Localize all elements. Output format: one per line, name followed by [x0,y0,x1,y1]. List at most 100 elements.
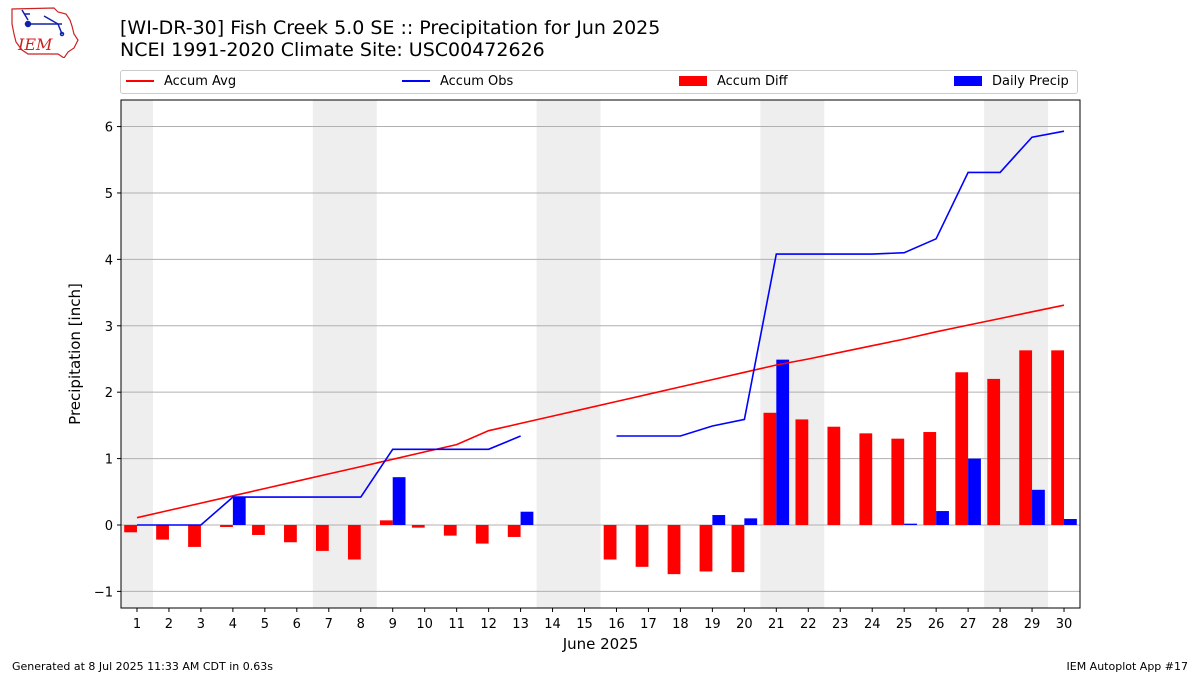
accum-diff-bar [315,524,329,551]
weekend-band [121,100,153,608]
daily-precip-bar [1064,519,1077,525]
x-tick-label: 4 [229,617,237,632]
y-tick-label: 0 [105,519,113,534]
accum-diff-bar [443,524,457,536]
footer-app: IEM Autoplot App #17 [1066,660,1189,673]
accum-diff-bar [827,426,841,525]
plot-frame [120,99,1081,609]
legend-label-accum-obs: Accum Obs [440,74,514,89]
bars [124,350,1077,575]
legend-label-accum-avg: Accum Avg [164,74,237,89]
y-axis-label: Precipitation [inch] [66,283,84,425]
daily-precip-bar [968,458,981,525]
chart-title: [WI-DR-30] Fish Creek 5.0 SE :: Precipit… [120,17,660,61]
legend-label-accum-diff: Accum Diff [717,74,788,89]
y-tick-label: 4 [105,253,113,268]
chart-title-line1: [WI-DR-30] Fish Creek 5.0 SE :: Precipit… [120,17,661,39]
accum-diff-bar [411,524,425,528]
accum-diff-bar [284,524,297,543]
x-tick-label: 3 [197,617,205,632]
daily-precip-bar [744,518,758,525]
x-tick-label: 20 [736,617,753,632]
x-tick-label: 1 [133,617,141,632]
weekend-band [760,100,825,608]
x-tick-label: 25 [896,617,913,632]
daily-precip-bar [232,497,246,525]
accum-diff-bar [156,524,169,540]
x-tick-label: 19 [704,617,721,632]
x-tick-label: 21 [768,617,785,632]
x-tick-label: 14 [544,617,561,632]
weekend-bands [121,100,1049,608]
daily-precip-bar [712,515,726,525]
daily-precip-bar [392,477,406,525]
accum-diff-bar [1051,350,1065,525]
x-axis: 1 2 3 4 5 6 7 8 9 10 11 12 13 14 15 16 17 18 19 20 21 22 23 24 2… [133,608,1072,632]
y-tick-label: −1 [94,585,113,600]
x-tick-label: 30 [1056,617,1073,632]
y-tick-label: 5 [105,187,113,202]
x-tick-label: 8 [357,617,365,632]
accum-diff-bar [699,524,713,572]
legend-label-daily-precip: Daily Precip [992,74,1069,89]
accum-diff-bar [923,432,937,525]
accum-diff-bar [188,524,201,547]
x-tick-label: 27 [960,617,977,632]
daily-precip-bar [520,511,534,525]
legend-swatch-accum-avg [126,79,154,82]
x-tick-label: 11 [448,617,465,632]
x-tick-label: 17 [640,617,657,632]
daily-precip-bar [1032,489,1045,525]
x-tick-label: 16 [608,617,625,632]
accum-diff-bar [795,419,809,525]
iem-logo: IEM [11,7,79,58]
weekend-band [312,100,377,608]
legend-item-accum-obs: Accum Obs [402,74,513,90]
x-tick-label: 24 [864,617,881,632]
x-tick-label: 28 [992,617,1009,632]
legend-item-accum-diff: Accum Diff [679,74,788,90]
accum-obs-line [137,130,1065,526]
legend-swatch-accum-obs [402,79,430,82]
legend-swatch-daily-precip [954,75,982,86]
daily-precip-bar [776,359,790,525]
accum-diff-bar [891,438,905,525]
x-tick-label: 6 [293,617,301,632]
x-tick-label: 2 [165,617,173,632]
accum-diff-bar [859,433,873,525]
footer-generated: Generated at 8 Jul 2025 11:33 AM CDT in … [12,660,273,673]
weekend-band [984,100,1049,608]
legend-item-daily-precip: Daily Precip [954,74,1069,90]
accum-diff-bar [955,372,969,525]
x-tick-label: 26 [928,617,945,632]
x-tick-label: 9 [389,617,397,632]
chart-title-line2: NCEI 1991-2020 Climate Site: USC00472626 [120,39,545,61]
accum-diff-bar [667,524,681,575]
accum-diff-bar [507,524,521,537]
iem-logo-text: IEM [17,35,53,54]
x-tick-label: 5 [261,617,269,632]
x-tick-label: 10 [416,617,433,632]
x-tick-label: 15 [576,617,593,632]
accum-diff-bar [124,524,137,533]
x-tick-label: 23 [832,617,849,632]
legend-swatch-accum-diff [679,75,707,86]
accum-diff-bar [220,524,233,527]
x-tick-label: 18 [672,617,689,632]
y-tick-label: 1 [105,453,113,468]
accum-diff-bar [763,412,777,525]
gridlines [121,126,1080,592]
x-tick-label: 22 [800,617,817,632]
weekend-band [536,100,601,608]
y-tick-label: 6 [105,121,113,136]
accum-diff-bar [635,524,649,567]
x-tick-label: 13 [512,617,529,632]
accum-diff-bar [252,524,265,535]
accum-diff-bar [475,524,489,544]
legend: Accum Avg Accum Obs Accum Diff Daily Pre… [120,70,1078,94]
y-tick-label: 3 [105,320,113,335]
x-tick-label: 29 [1024,617,1041,632]
accum-diff-bar [379,520,393,525]
x-axis-label: June 2025 [562,635,639,653]
